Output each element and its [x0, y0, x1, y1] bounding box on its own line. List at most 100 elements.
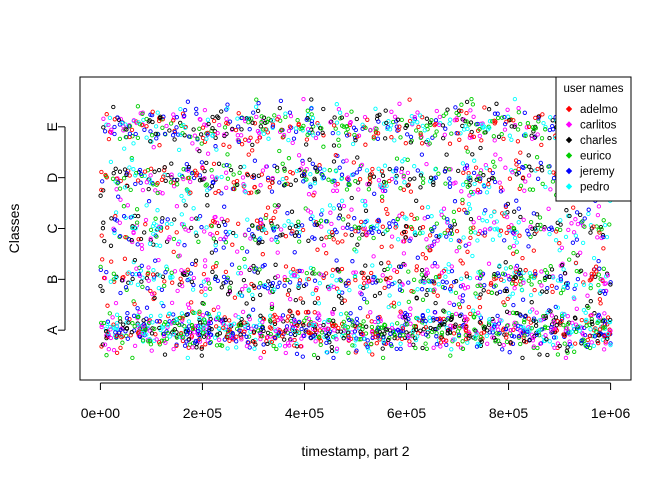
data-point: [332, 227, 338, 232]
data-point: [234, 345, 239, 350]
data-point: [342, 298, 347, 303]
data-point: [511, 243, 516, 249]
data-point: [586, 305, 591, 310]
data-point: [441, 113, 446, 118]
data-point: [240, 245, 245, 251]
y-tick-label: C: [44, 223, 60, 233]
data-point: [549, 325, 554, 330]
data-point: [336, 107, 342, 112]
data-point: [601, 234, 606, 240]
data-point: [415, 315, 420, 321]
data-point: [438, 335, 443, 341]
data-point: [352, 323, 357, 328]
data-point: [427, 244, 432, 249]
data-point: [174, 115, 179, 120]
data-point: [327, 318, 332, 323]
data-point: [473, 291, 478, 296]
data-point: [356, 187, 361, 192]
data-point: [219, 285, 224, 290]
data-point: [448, 289, 454, 294]
data-point: [255, 270, 260, 275]
data-point: [335, 240, 340, 245]
data-point: [454, 117, 459, 123]
data-point: [204, 136, 209, 141]
data-point: [308, 172, 313, 177]
data-point: [148, 173, 153, 178]
data-point: [383, 188, 388, 194]
data-point: [285, 211, 290, 216]
data-point: [464, 179, 469, 185]
data-point: [561, 267, 566, 272]
data-point: [271, 343, 276, 349]
data-point: [528, 219, 534, 225]
data-point: [120, 275, 125, 280]
data-point: [163, 270, 168, 275]
data-point: [477, 276, 483, 281]
data-point: [518, 313, 523, 318]
legend-marker-pedro: [565, 183, 573, 190]
data-point: [183, 227, 188, 232]
data-point: [361, 276, 366, 281]
data-point: [494, 331, 499, 336]
data-point: [307, 157, 312, 162]
data-point: [258, 355, 263, 361]
data-point: [520, 164, 525, 170]
data-point: [496, 273, 501, 278]
data-point: [113, 330, 118, 335]
data-point: [191, 282, 196, 288]
data-point: [582, 216, 587, 221]
data-point: [184, 167, 189, 172]
data-point: [450, 337, 456, 342]
data-point: [547, 231, 552, 237]
data-point: [272, 203, 277, 208]
data-point: [229, 262, 235, 267]
data-point: [460, 261, 465, 266]
data-point: [580, 240, 586, 246]
data-point: [381, 121, 387, 126]
data-point: [364, 284, 370, 289]
data-point: [400, 159, 405, 164]
data-point: [104, 335, 109, 341]
data-point: [550, 118, 555, 123]
data-point: [379, 261, 384, 266]
data-point: [202, 258, 208, 263]
data-point: [420, 320, 425, 325]
data-point: [201, 301, 206, 307]
data-point: [373, 106, 378, 111]
data-point: [514, 172, 519, 177]
data-point: [106, 347, 111, 352]
data-point: [222, 125, 228, 130]
data-point: [211, 236, 216, 241]
data-point: [278, 227, 284, 232]
data-point: [122, 146, 127, 151]
data-point: [117, 186, 123, 191]
data-point: [165, 225, 170, 230]
data-point: [251, 283, 256, 288]
data-point: [301, 171, 307, 177]
data-point: [269, 306, 274, 311]
data-point: [180, 318, 185, 323]
data-point: [388, 275, 393, 280]
data-point: [319, 224, 324, 229]
data-point: [254, 324, 259, 329]
data-point: [470, 152, 475, 157]
data-point: [114, 333, 119, 339]
data-point: [559, 319, 564, 324]
data-point: [448, 224, 453, 229]
data-point: [235, 133, 240, 138]
data-point: [138, 331, 143, 336]
legend: user names adelmocarlitoscharleseuricoje…: [555, 76, 632, 202]
data-point: [361, 223, 366, 228]
data-point: [373, 334, 378, 340]
data-point: [465, 149, 470, 154]
data-point: [386, 284, 391, 289]
data-point: [299, 223, 305, 228]
data-point: [275, 274, 281, 279]
x-tick-label: 8e+05: [489, 405, 529, 421]
data-point: [538, 160, 543, 166]
data-point: [531, 344, 536, 349]
data-point: [372, 293, 378, 299]
data-point: [273, 262, 278, 267]
data-point: [162, 283, 167, 289]
data-point: [154, 337, 159, 342]
